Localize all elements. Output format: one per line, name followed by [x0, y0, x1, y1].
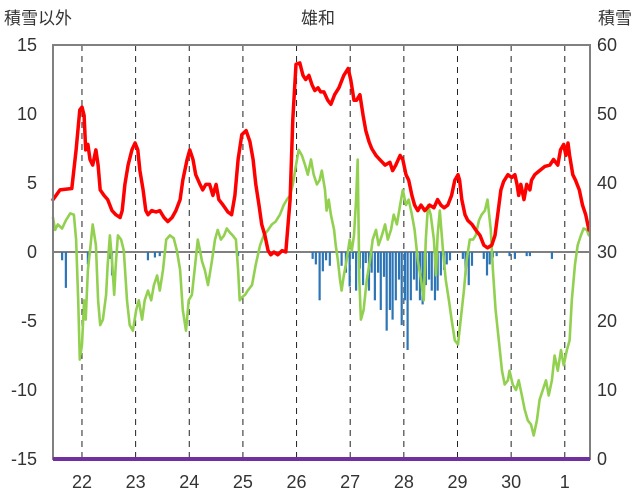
- y-right-tick-label: 30: [597, 242, 617, 262]
- bar-mark: [158, 252, 161, 257]
- bar-mark: [340, 252, 343, 266]
- bar-mark: [412, 252, 416, 280]
- bar-mark: [318, 252, 321, 301]
- red-line-series: [51, 61, 591, 257]
- bar-mark: [370, 252, 373, 273]
- bar-mark: [403, 252, 407, 301]
- x-tick-label: 29: [447, 472, 467, 492]
- bar-mark: [467, 252, 470, 286]
- line-series-layer: [51, 61, 591, 437]
- bar-mark: [439, 252, 442, 276]
- bar-mark: [388, 252, 391, 310]
- bar-mark: [385, 252, 388, 331]
- bar-mark: [397, 252, 401, 280]
- y-left-tick-label: -5: [21, 311, 37, 331]
- bar-mark: [376, 252, 380, 273]
- bar-mark: [311, 252, 314, 259]
- bar-mark: [528, 252, 532, 257]
- bar-mark: [382, 252, 386, 277]
- bar-mark: [153, 252, 157, 258]
- green-line-series: [51, 148, 591, 437]
- bar-mark: [409, 252, 412, 301]
- bar-mark: [485, 252, 489, 276]
- bar-mark: [351, 252, 354, 259]
- x-tick-label: 22: [72, 472, 92, 492]
- chart-title: 雄和: [301, 9, 335, 28]
- bar-mark: [470, 252, 474, 266]
- x-tick-label: 28: [394, 472, 414, 492]
- bar-mark: [379, 252, 382, 310]
- bar-mark: [348, 252, 351, 287]
- bar-mark: [400, 252, 403, 326]
- y-right-tick-label: 10: [597, 380, 617, 400]
- x-tick-label: 30: [501, 472, 521, 492]
- bar-mark: [321, 252, 324, 272]
- bar-mark: [430, 252, 433, 291]
- y-left-tick-label: 10: [17, 104, 37, 124]
- bar-mark: [324, 252, 328, 261]
- x-tick-label: 23: [126, 472, 146, 492]
- y-left-tick-label: 0: [27, 242, 37, 262]
- bar-mark: [361, 252, 365, 286]
- y-left-tick-label: 5: [27, 173, 37, 193]
- bar-mark: [406, 252, 409, 350]
- bar-mark: [550, 252, 554, 259]
- bar-mark: [461, 252, 464, 259]
- bar-mark: [488, 252, 491, 265]
- bar-mark: [427, 252, 431, 280]
- bar-mark: [373, 252, 376, 301]
- y-right-tick-label: 50: [597, 104, 617, 124]
- y-right-tick-label: 0: [597, 449, 607, 469]
- bar-mark: [314, 252, 317, 265]
- y-right-tick-label: 20: [597, 311, 617, 331]
- x-tick-label: 26: [287, 472, 307, 492]
- y-left-tick-label: -15: [11, 449, 37, 469]
- bar-mark: [415, 252, 418, 291]
- x-tick-label: 24: [179, 472, 199, 492]
- bar-mark: [364, 252, 367, 264]
- bar-mark: [513, 252, 516, 259]
- y-left-axis-label: 積雪以外: [4, 9, 72, 28]
- bar-mark: [328, 252, 331, 266]
- y-right-tick-label: 60: [597, 35, 617, 55]
- y-left-tick-label: -10: [11, 380, 37, 400]
- bar-mark: [445, 252, 448, 265]
- y-left-tick-label: 15: [17, 35, 37, 55]
- bar-mark: [355, 252, 358, 291]
- bar-mark: [391, 252, 394, 320]
- bar-mark: [146, 252, 150, 261]
- bar-mark: [108, 252, 111, 259]
- bar-mark: [421, 252, 424, 305]
- bar-mark: [495, 252, 498, 257]
- x-tick-label: 27: [340, 472, 360, 492]
- bar-mark: [394, 252, 397, 301]
- bar-mark: [508, 252, 511, 257]
- bar-mark: [61, 252, 64, 261]
- bar-mark: [482, 252, 485, 259]
- bar-mark: [64, 252, 67, 288]
- bar-mark: [436, 252, 439, 291]
- y-right-tick-label: 40: [597, 173, 617, 193]
- bar-mark: [448, 252, 452, 261]
- x-tick-label: 1: [560, 472, 570, 492]
- bar-mark: [525, 252, 528, 257]
- x-tick-label: 25: [233, 472, 253, 492]
- tick-labels: 22 23 24 25 26 27 28 29 30 1151050-5-10-156050403…: [11, 35, 617, 492]
- y-right-axis-label: 積雪: [598, 9, 632, 28]
